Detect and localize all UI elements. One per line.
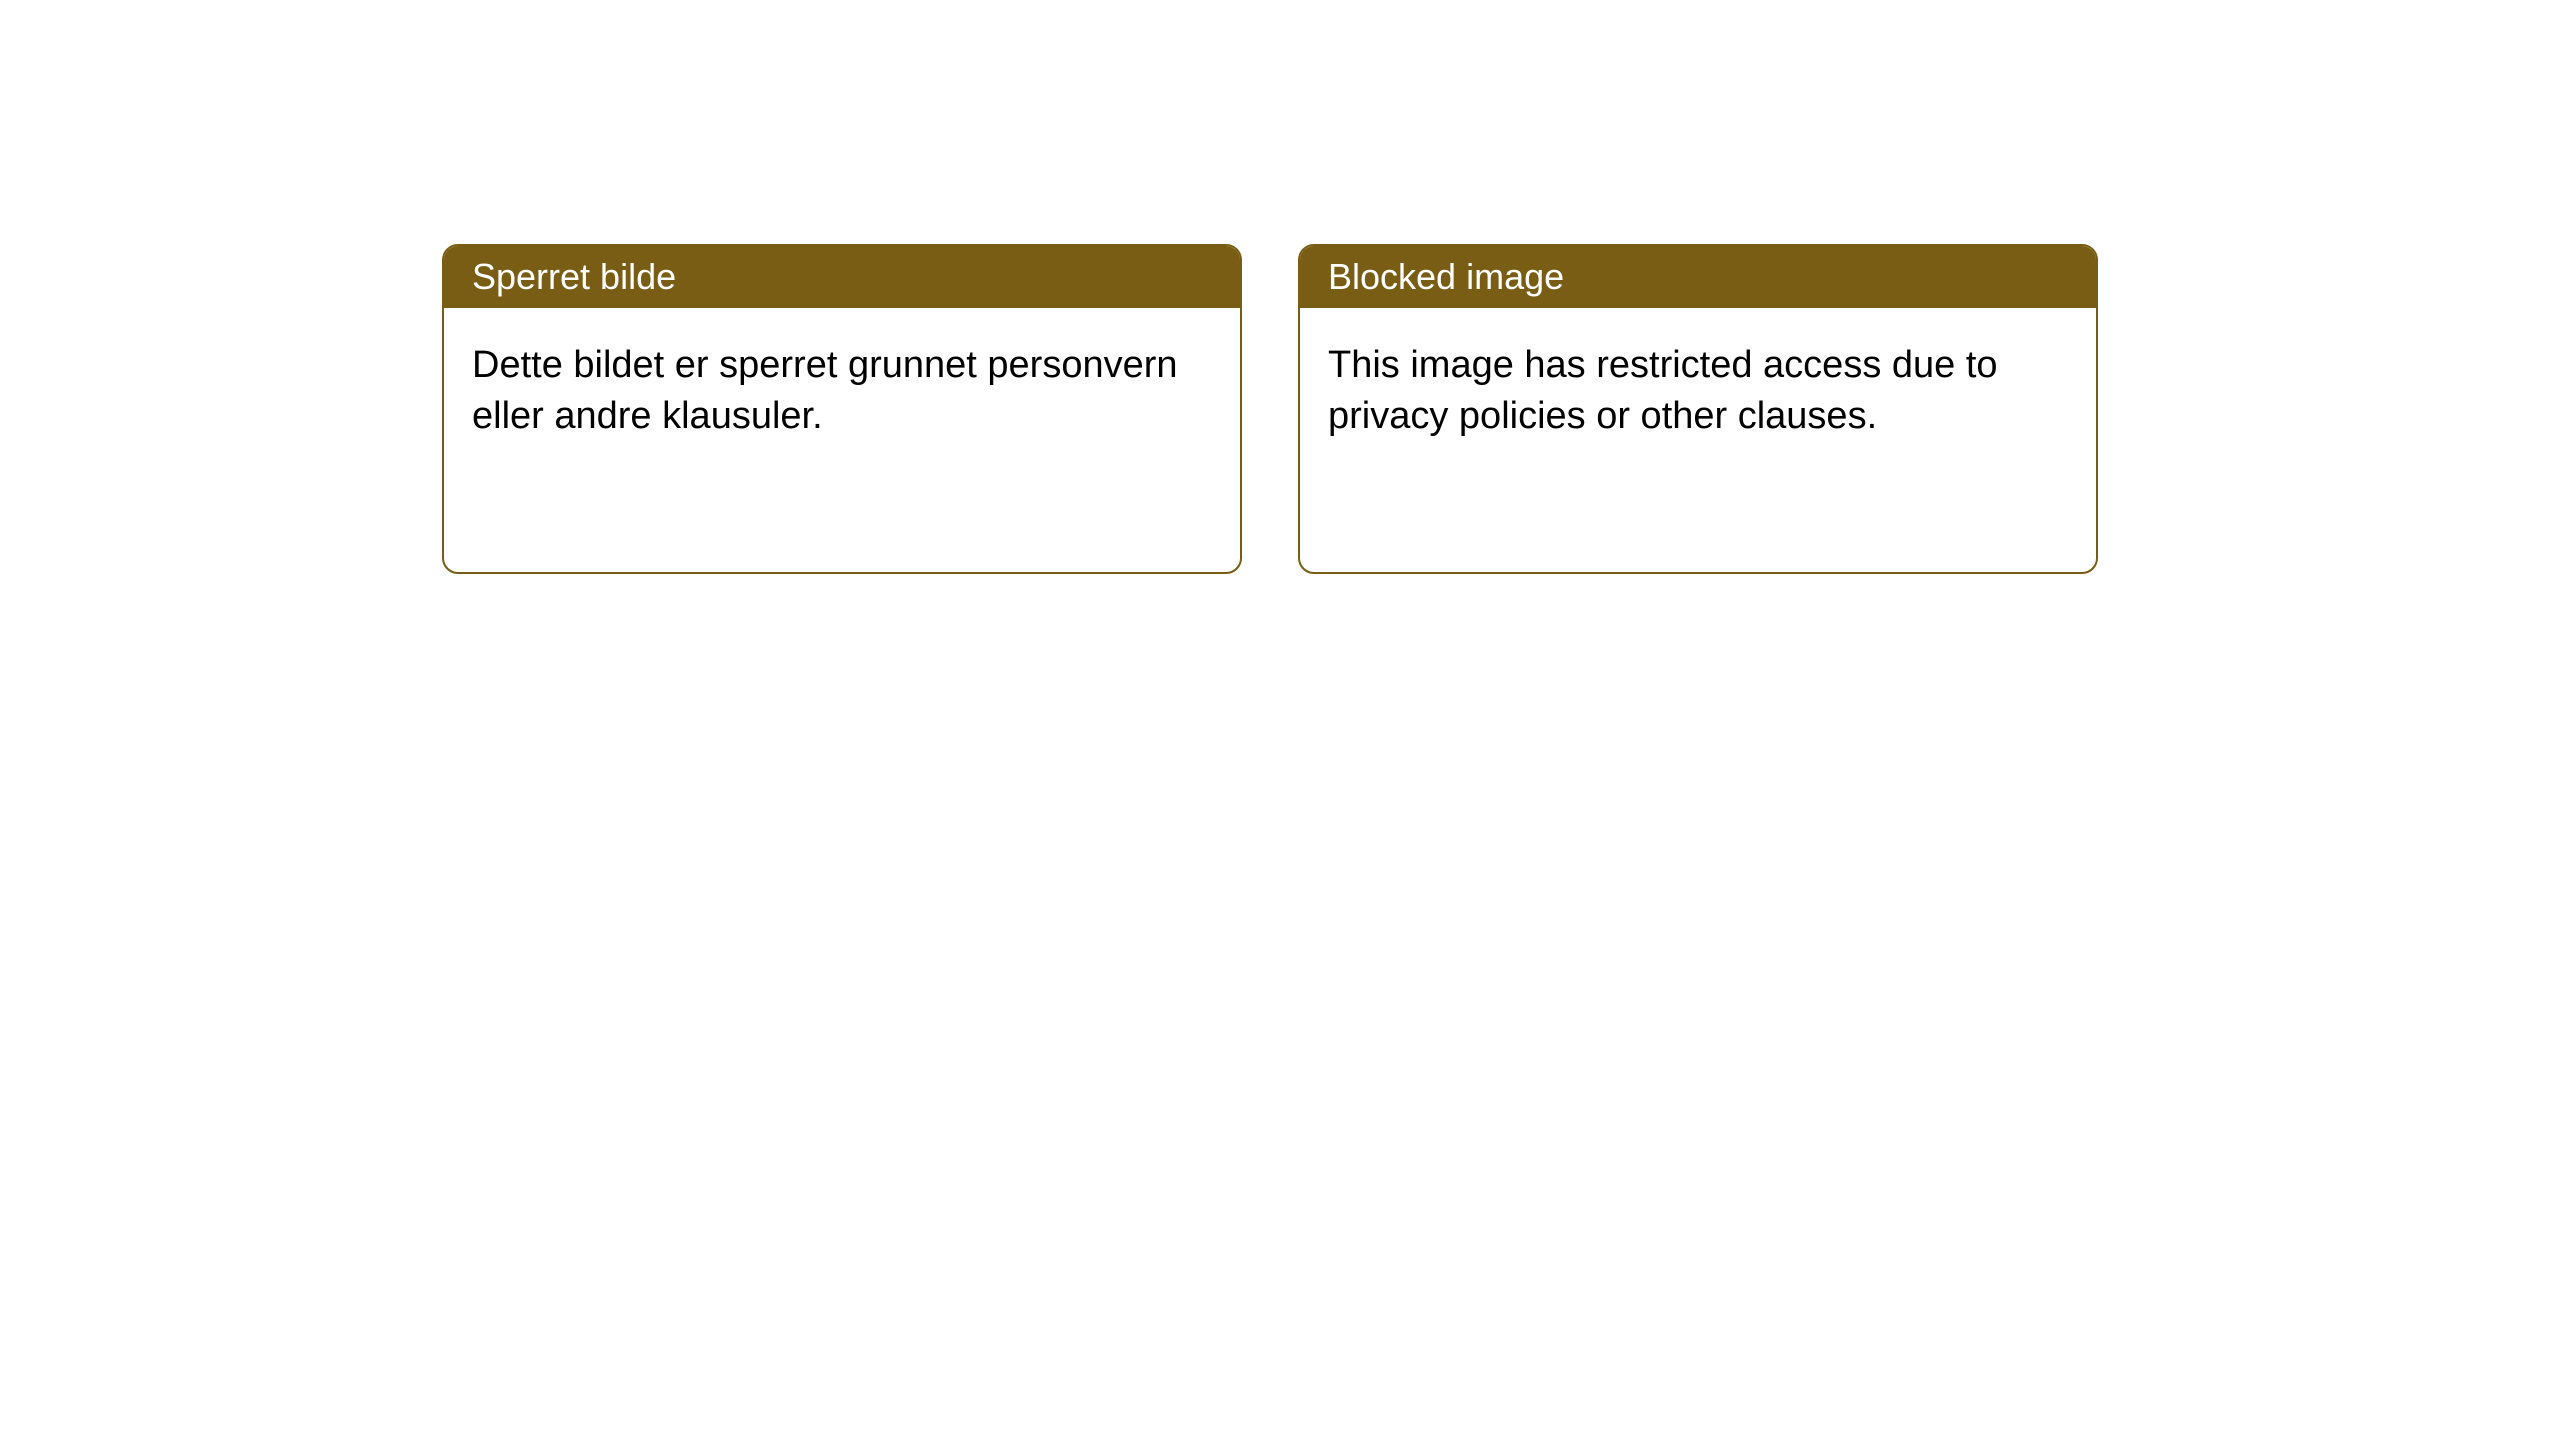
card-body-text: This image has restricted access due to … xyxy=(1328,344,1998,437)
card-header: Blocked image xyxy=(1300,246,2096,308)
notice-card-english: Blocked image This image has restricted … xyxy=(1298,244,2098,574)
card-body: This image has restricted access due to … xyxy=(1300,308,2096,475)
card-body-text: Dette bildet er sperret grunnet personve… xyxy=(472,344,1178,437)
card-header: Sperret bilde xyxy=(444,246,1240,308)
notice-card-norwegian: Sperret bilde Dette bildet er sperret gr… xyxy=(442,244,1242,574)
card-body: Dette bildet er sperret grunnet personve… xyxy=(444,308,1240,475)
card-title: Blocked image xyxy=(1328,256,1564,297)
card-title: Sperret bilde xyxy=(472,256,676,297)
notice-container: Sperret bilde Dette bildet er sperret gr… xyxy=(442,244,2098,574)
